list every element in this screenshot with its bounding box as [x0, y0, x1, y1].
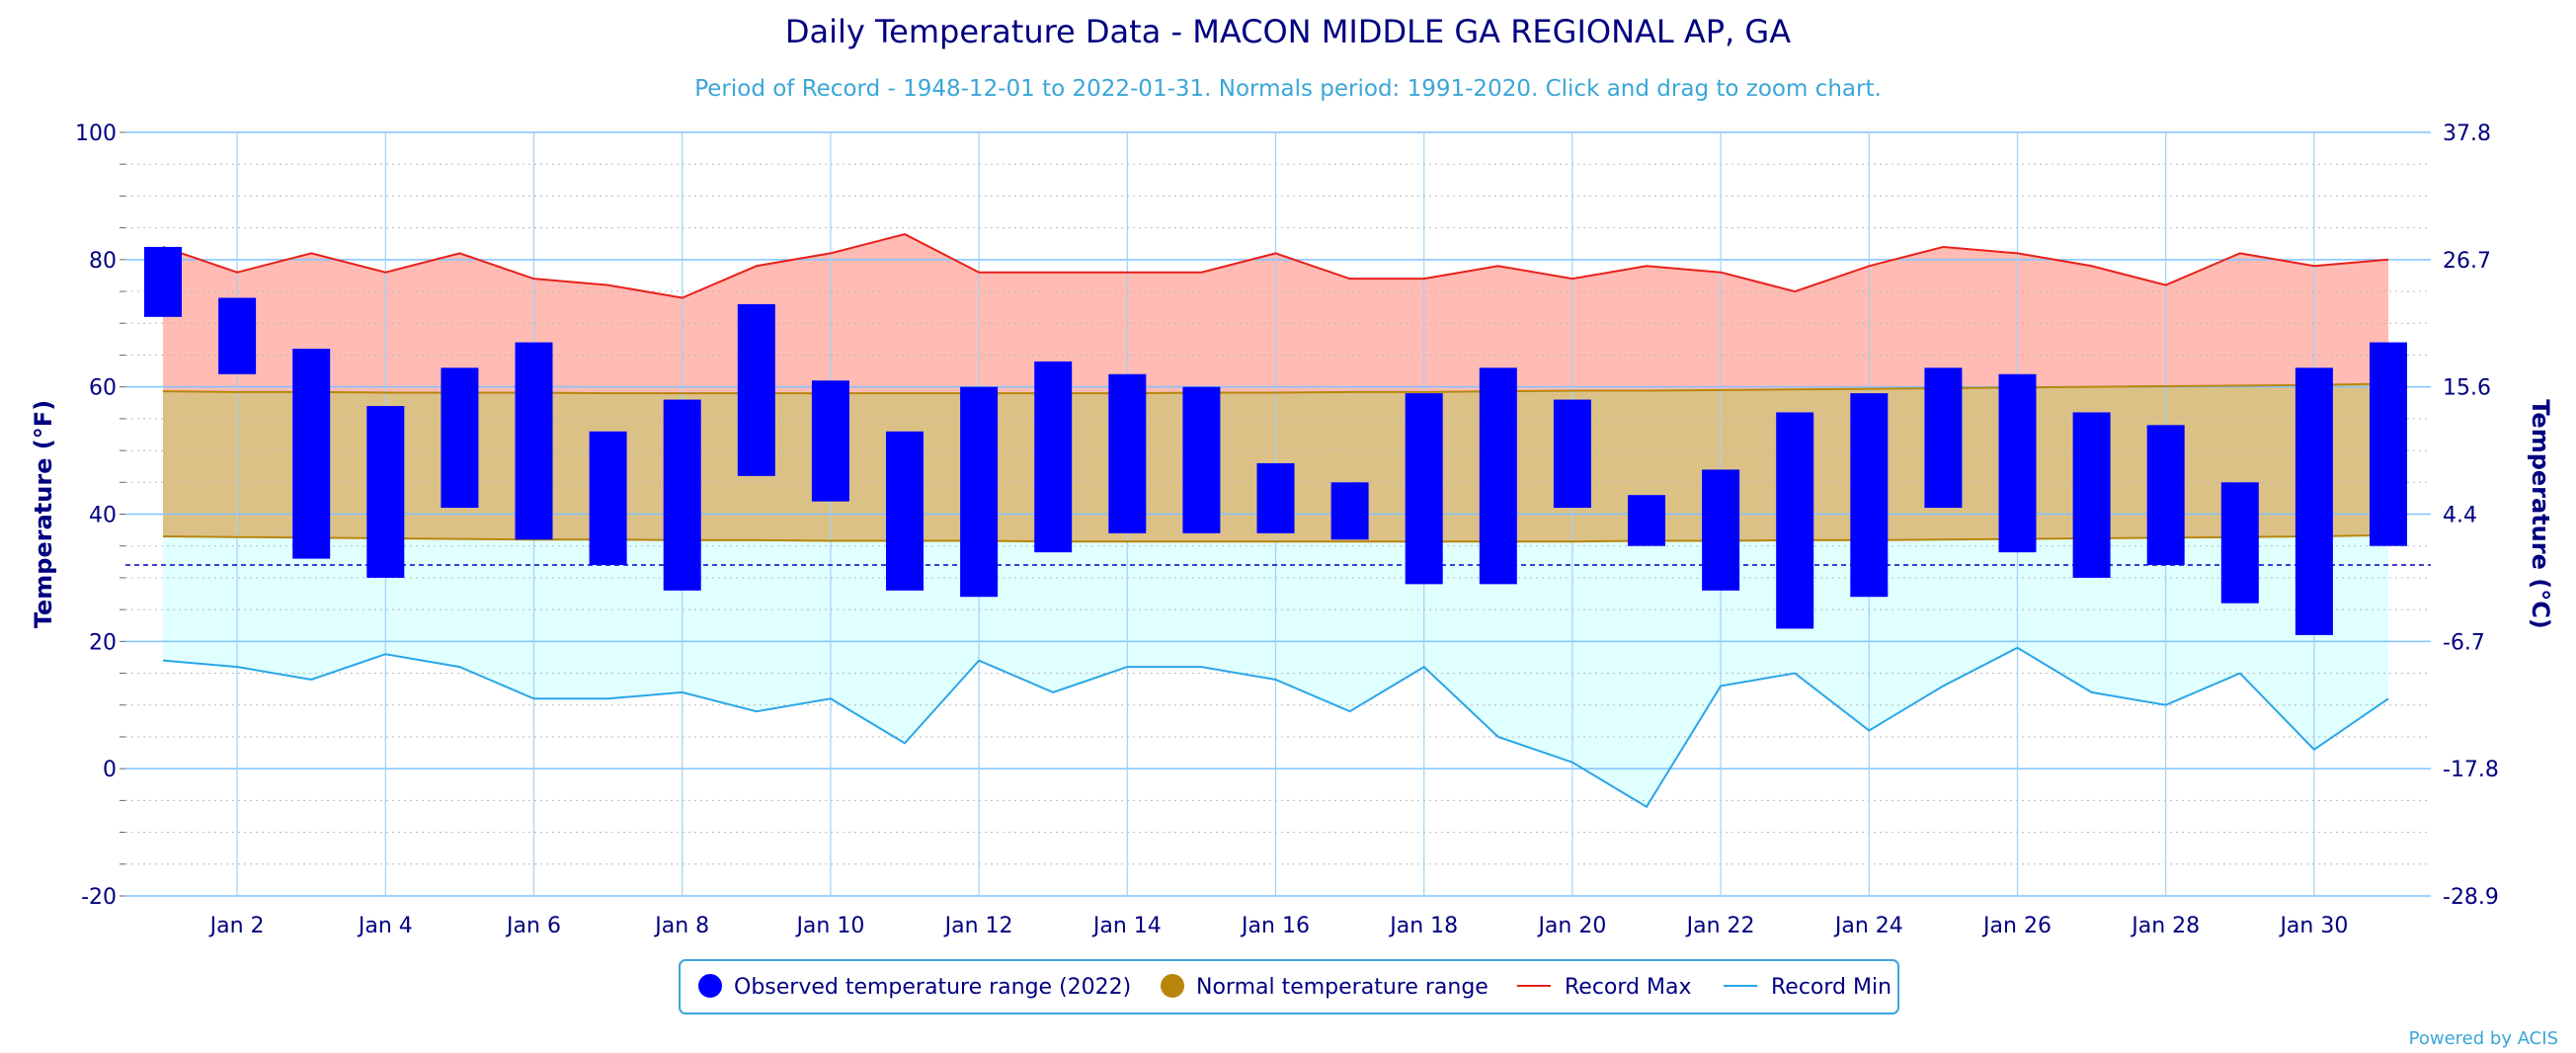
y-tick-label: 0 [103, 758, 117, 782]
observed-bar-jan-5[interactable] [441, 367, 479, 509]
x-tick-label: Jan 28 [2130, 914, 2200, 938]
y-tick-label: -20 [81, 885, 117, 910]
observed-bar-jan-18[interactable] [1405, 393, 1443, 585]
y-axis-title-left: Temperature (°F) [30, 400, 57, 628]
legend-normal-label: Normal temperature range [1196, 975, 1489, 1000]
observed-bar-jan-2[interactable] [218, 297, 257, 374]
observed-bar-jan-17[interactable] [1330, 482, 1369, 540]
observed-bar-jan-3[interactable] [292, 349, 331, 559]
observed-bar-jan-27[interactable] [2072, 412, 2111, 578]
y-tick-label: 40 [89, 504, 117, 528]
observed-bar-jan-12[interactable] [960, 386, 999, 598]
y-right-tick-label: 37.8 [2443, 122, 2491, 146]
legend: Observed temperature range (2022) Normal… [679, 959, 1899, 1014]
x-tick-label: Jan 14 [1091, 914, 1162, 938]
legend-item-record-max[interactable]: Record Max [1517, 975, 1692, 1000]
legend-observed-marker [698, 974, 722, 998]
observed-bar-jan-29[interactable] [2220, 482, 2259, 604]
observed-bar-jan-26[interactable] [1998, 373, 2037, 553]
credit-link[interactable]: Powered by ACIS [2409, 1028, 2558, 1049]
observed-bar-jan-20[interactable] [1553, 399, 1591, 509]
y-right-tick-label: 4.4 [2443, 504, 2477, 528]
legend-item-normal[interactable]: Normal temperature range [1161, 974, 1489, 1000]
observed-bar-jan-8[interactable] [663, 399, 701, 591]
y-right-tick-label: -6.7 [2443, 630, 2485, 655]
x-tick-label: Jan 12 [943, 914, 1013, 938]
plot-area[interactable]: -20 0 20 40 60 80 100 -28.9 -17.8 -6.7 4.4 15.6 26.7… [30, 122, 2554, 938]
x-tick-label: Jan 30 [2278, 914, 2348, 938]
observed-bar-jan-23[interactable] [1776, 412, 1814, 629]
y-tick-label: 60 [89, 376, 117, 401]
observed-bar-jan-19[interactable] [1479, 367, 1517, 585]
x-tick-label: Jan 6 [505, 914, 561, 938]
y-axis-title-right: Temperature (°C) [2527, 399, 2554, 629]
y-right-tick-label: -28.9 [2443, 885, 2499, 910]
y-tick-label: 20 [89, 630, 117, 655]
x-tick-label: Jan 18 [1388, 914, 1458, 938]
x-tick-label: Jan 20 [1536, 914, 1606, 938]
observed-bar-jan-14[interactable] [1108, 373, 1147, 533]
x-tick-label: Jan 2 [208, 914, 265, 938]
x-tick-label: Jan 16 [1240, 914, 1310, 938]
observed-bar-jan-21[interactable] [1628, 495, 1665, 546]
observed-bar-jan-7[interactable] [589, 431, 627, 566]
legend-normal-marker [1161, 974, 1184, 998]
x-tick-label: Jan 10 [794, 914, 864, 938]
legend-record-min-label: Record Min [1771, 975, 1892, 1000]
observed-bar-jan-1[interactable] [144, 246, 182, 317]
observed-bar-jan-6[interactable] [515, 342, 553, 540]
y-right-tick-label: 15.6 [2443, 376, 2491, 401]
record-min-line[interactable] [162, 646, 2389, 809]
x-tick-label: Jan 8 [653, 914, 709, 938]
observed-bar-jan-4[interactable] [366, 405, 405, 578]
observed-bar-jan-30[interactable] [2294, 367, 2333, 635]
x-tick-label: Jan 26 [1981, 914, 2052, 938]
observed-bar-jan-28[interactable] [2146, 425, 2185, 566]
chart-subtitle: Period of Record - 1948-12-01 to 2022-01… [694, 76, 1882, 102]
observed-bar-jan-10[interactable] [811, 380, 849, 502]
observed-bar-jan-22[interactable] [1702, 469, 1740, 591]
legend-item-observed[interactable]: Observed temperature range (2022) [698, 974, 1131, 1000]
observed-bar-jan-13[interactable] [1034, 361, 1073, 553]
observed-bar-jan-15[interactable] [1182, 386, 1221, 533]
record-max-line[interactable] [162, 233, 2389, 299]
x-tick-label: Jan 22 [1685, 914, 1755, 938]
y-right-tick-label: 26.7 [2443, 249, 2491, 274]
observed-bar-jan-31[interactable] [2370, 342, 2407, 546]
observed-bar-jan-16[interactable] [1256, 462, 1295, 533]
observed-bar-jan-24[interactable] [1850, 393, 1889, 598]
legend-box [679, 959, 1899, 1014]
y-tick-label: 80 [89, 249, 117, 274]
observed-bar-jan-25[interactable] [1924, 367, 1963, 509]
y-right-tick-label: -17.8 [2443, 758, 2499, 782]
observed-bar-jan-9[interactable] [737, 303, 775, 476]
chart-title: Daily Temperature Data - MACON MIDDLE GA… [785, 13, 1791, 50]
legend-record-max-label: Record Max [1565, 975, 1692, 1000]
y-tick-label: 100 [75, 122, 117, 146]
observed-bar-jan-11[interactable] [886, 431, 924, 591]
legend-item-record-min[interactable]: Record Min [1724, 975, 1892, 1000]
x-tick-label: Jan 4 [357, 914, 413, 938]
legend-observed-label: Observed temperature range (2022) [734, 975, 1131, 1000]
x-tick-label: Jan 24 [1833, 914, 1903, 938]
